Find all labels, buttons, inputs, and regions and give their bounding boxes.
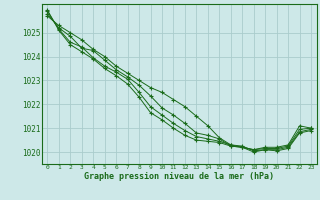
X-axis label: Graphe pression niveau de la mer (hPa): Graphe pression niveau de la mer (hPa): [84, 172, 274, 181]
